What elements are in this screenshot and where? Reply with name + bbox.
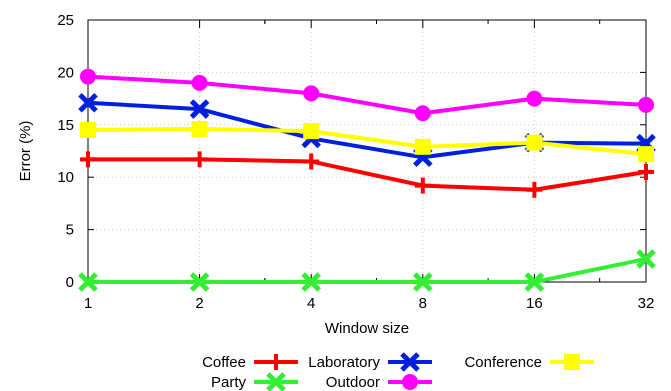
- axis-ticks: 0 5 10 15 20 25 1 2 4 8 16 32: [57, 12, 654, 312]
- y-tick-label: 20: [57, 64, 74, 81]
- marker-stroke: [189, 99, 210, 119]
- legend-item-party: Party: [211, 372, 298, 391]
- marker-stroke: [301, 272, 321, 292]
- marker-stroke: [400, 352, 420, 372]
- legend: Coffee Laboratory Conference Party Outdoor: [202, 352, 594, 391]
- x-tick-label: 1: [84, 295, 92, 312]
- data-point-party: [524, 272, 545, 292]
- series-line-conference: [87, 126, 647, 157]
- marker-stroke: [189, 272, 210, 292]
- legend-label-coffee: Coffee: [202, 354, 246, 371]
- data-point-party: [413, 272, 433, 292]
- y-tick-label: 25: [57, 12, 74, 29]
- data-point-party: [301, 272, 321, 292]
- marker-stroke: [524, 272, 545, 292]
- grid: [87, 19, 647, 283]
- y-tick-label: 5: [66, 222, 74, 239]
- x-axis-label: Window size: [325, 320, 409, 337]
- legend-marker-laboratory: [400, 352, 420, 372]
- x-tick-label: 2: [195, 295, 203, 312]
- x-tick-label: 4: [307, 295, 315, 312]
- data-point-coffee: [638, 163, 654, 180]
- marker-stroke: [266, 372, 286, 391]
- data-point-laboratory: [189, 99, 210, 119]
- y-tick-label: 10: [57, 169, 74, 186]
- legend-item-outdoor: Outdoor: [326, 374, 432, 391]
- legend-label-laboratory: Laboratory: [308, 354, 380, 371]
- legend-label-conference: Conference: [464, 354, 542, 371]
- legend-marker-conference: [564, 354, 580, 370]
- axis-labels: Window size Error (%): [17, 121, 409, 337]
- plot-border: [87, 19, 647, 283]
- marker-stroke: [78, 272, 98, 292]
- plot-frame: [87, 19, 647, 283]
- legend-item-conference: Conference: [464, 354, 594, 371]
- series-line-coffee: [88, 157, 647, 192]
- data-point-party: [636, 249, 656, 269]
- data-point-outdoor: [303, 85, 320, 102]
- data-point-conference: [638, 146, 654, 163]
- legend-item-laboratory: Laboratory: [308, 352, 432, 372]
- data-point-party: [78, 272, 98, 292]
- series-outdoor: [80, 68, 654, 122]
- data-point-outdoor: [414, 105, 431, 122]
- series-conference: [80, 120, 654, 163]
- series-lines: [78, 68, 656, 292]
- data-point-party: [189, 272, 210, 292]
- series-coffee: [80, 151, 654, 198]
- y-axis-label: Error (%): [17, 121, 34, 182]
- data-point-outdoor: [526, 90, 543, 107]
- series-party: [78, 249, 656, 292]
- legend-item-coffee: Coffee: [202, 354, 298, 371]
- data-point-outdoor: [191, 74, 208, 91]
- data-point-outdoor: [80, 68, 96, 85]
- data-point-coffee: [80, 151, 96, 168]
- marker-stroke: [636, 249, 656, 269]
- data-point-conference: [414, 138, 431, 155]
- data-point-coffee: [414, 177, 431, 194]
- legend-marker-coffee: [268, 354, 284, 370]
- data-point-conference: [526, 134, 543, 151]
- data-point-conference: [191, 120, 208, 137]
- data-point-outdoor: [638, 96, 654, 113]
- marker-stroke: [413, 272, 433, 292]
- marker-stroke: [78, 93, 98, 113]
- series-line-outdoor: [87, 74, 647, 116]
- series-line-party: [88, 256, 647, 284]
- data-point-coffee: [191, 151, 208, 168]
- data-point-conference: [80, 122, 96, 139]
- legend-marker-party: [266, 372, 286, 391]
- data-point-coffee: [303, 153, 320, 170]
- data-point-conference: [303, 123, 320, 140]
- x-tick-label: 8: [419, 295, 427, 312]
- y-tick-label: 0: [66, 274, 74, 291]
- data-point-laboratory: [78, 93, 98, 113]
- data-point-coffee: [526, 181, 543, 198]
- legend-label-party: Party: [211, 374, 247, 391]
- legend-label-outdoor: Outdoor: [326, 374, 380, 391]
- x-tick-label: 16: [526, 295, 543, 312]
- y-tick-label: 15: [57, 117, 74, 134]
- x-tick-label: 32: [638, 295, 655, 312]
- legend-marker-outdoor: [402, 374, 418, 390]
